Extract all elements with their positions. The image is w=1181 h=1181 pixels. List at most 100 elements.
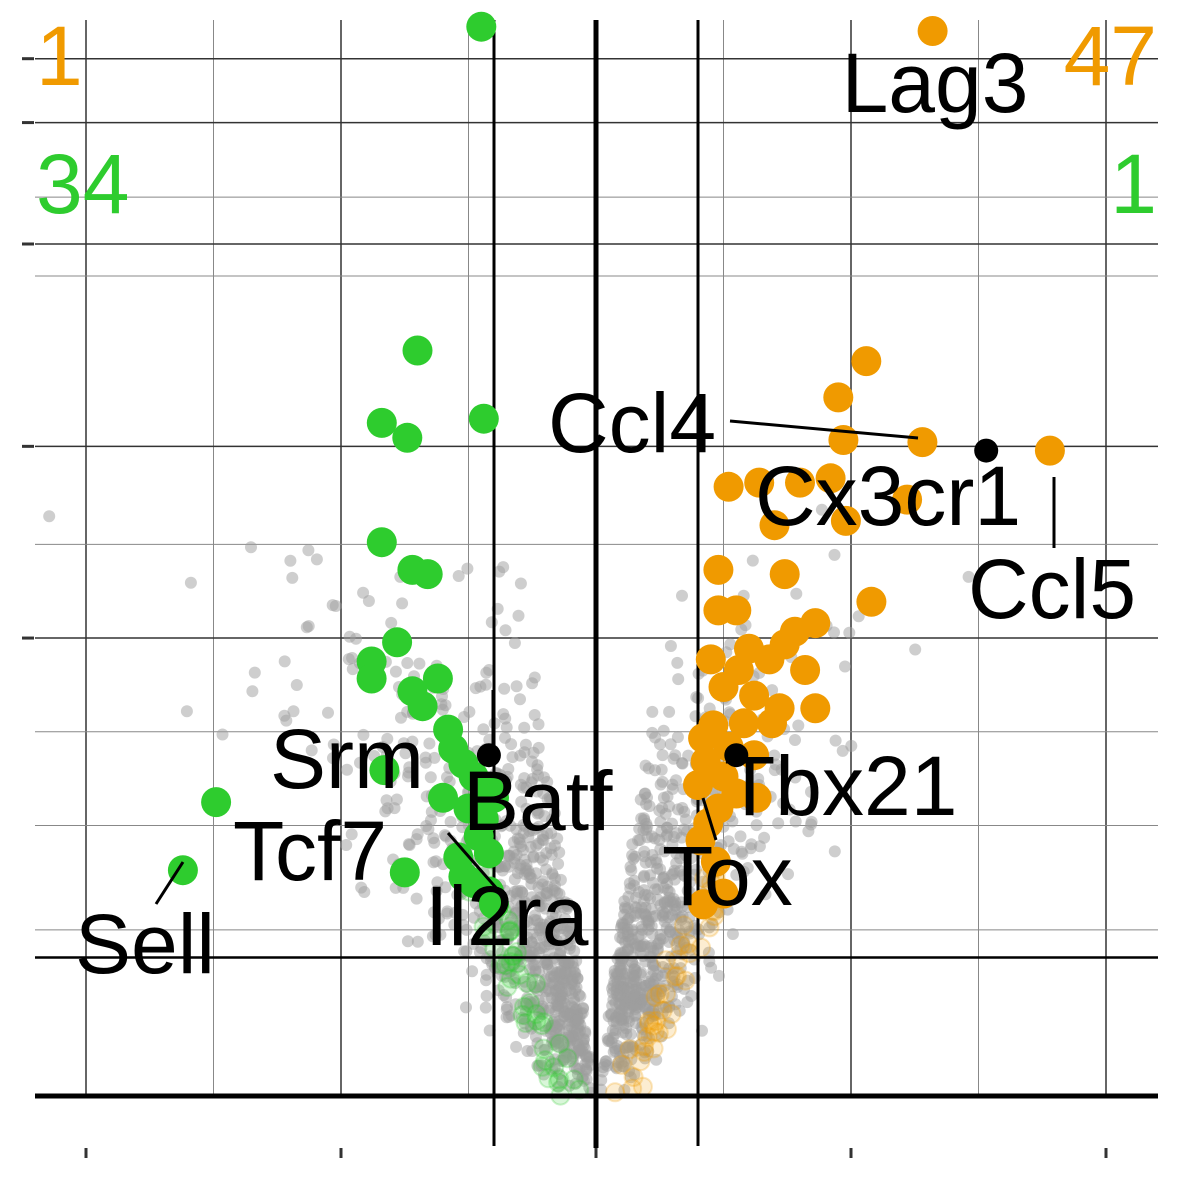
faint-sig-point — [512, 1005, 533, 1025]
nonsig-point — [670, 857, 683, 870]
nonsig-point — [766, 684, 779, 697]
nonsig-point — [545, 827, 558, 840]
nonsig-point — [541, 776, 554, 788]
nonsig-point — [651, 862, 664, 875]
up-point — [1034, 435, 1065, 466]
nonsig-point — [702, 946, 715, 959]
up-point — [815, 463, 846, 494]
nonsig-point — [411, 935, 424, 948]
nonsig-point — [540, 863, 553, 876]
faint-sig-point — [673, 915, 694, 936]
nonsig-point — [514, 749, 527, 762]
nonsig-point — [505, 738, 518, 751]
nonsig-point — [547, 1038, 560, 1051]
up-point — [917, 16, 948, 46]
nonsig-point — [656, 749, 669, 762]
nonsig-point — [526, 1045, 539, 1057]
nonsig-point — [444, 815, 457, 828]
nonsig-point — [461, 562, 474, 575]
nonsig-point — [652, 937, 665, 950]
nonsig-point — [577, 1074, 590, 1087]
nonsig-point — [553, 1068, 566, 1080]
nonsig-point — [532, 820, 545, 833]
nonsig-point — [734, 830, 747, 843]
up-point — [728, 708, 759, 739]
nonsig-point — [627, 978, 640, 990]
nonsig-point — [322, 706, 334, 719]
nonsig-point — [536, 878, 549, 891]
faint-sig-point — [646, 1011, 667, 1031]
faint-sig-point — [639, 1010, 660, 1031]
nonsig-point — [909, 643, 922, 656]
nonsig-point — [639, 901, 652, 914]
down-point — [392, 422, 423, 453]
nonsig-point — [675, 913, 688, 926]
nonsig-point — [514, 577, 527, 590]
faint-sig-point — [498, 910, 519, 931]
nonsig-point — [500, 1011, 513, 1024]
nonsig-point — [759, 888, 772, 901]
up-point — [800, 693, 831, 724]
gene-label-texts: Lag3 Ccl4 Cx3cr1 Ccl5 Tbx21 Tox Batf Srm… — [75, 36, 1136, 991]
nonsig-point — [439, 699, 452, 712]
faint-sig-point — [557, 1048, 578, 1069]
nonsig-point — [497, 920, 510, 933]
nonsig-point — [777, 797, 790, 810]
nonsig-point — [741, 862, 754, 874]
nonsig-point — [346, 652, 359, 664]
nonsig-point — [628, 874, 641, 887]
nonsig-point — [531, 785, 543, 798]
nonsig-point — [531, 807, 544, 820]
threshold-lines — [35, 20, 1158, 1148]
down-point — [428, 782, 458, 813]
nonsig-point — [245, 541, 257, 554]
nonsig-point — [554, 967, 567, 980]
nonsig-point — [676, 589, 688, 602]
nonsig-point — [469, 682, 482, 695]
faint-sig-point — [477, 926, 498, 947]
nonsig-point — [962, 570, 975, 583]
nonsig-point — [533, 924, 546, 937]
nonsig-point — [466, 965, 479, 978]
nonsig-point — [302, 620, 315, 633]
nonsig-point — [510, 680, 523, 693]
nonsig-point — [758, 831, 771, 844]
nonsig-point — [667, 962, 680, 975]
nonsig-point — [530, 839, 543, 852]
nonsig-point — [526, 677, 539, 690]
nonsig-point — [745, 838, 758, 851]
nonsig-point — [280, 714, 293, 727]
nonsig-point — [752, 772, 765, 785]
up-point — [851, 346, 882, 377]
nonsig-point — [403, 761, 416, 774]
connector-il2ra — [446, 832, 500, 891]
nonsig-point — [577, 1002, 589, 1014]
nonsig-point — [460, 1001, 472, 1014]
nonsig-point — [556, 1055, 569, 1067]
nonsig-point — [406, 735, 419, 748]
nonsig-point — [500, 933, 513, 946]
nonsig-point — [354, 756, 366, 769]
nonsig-point — [518, 1013, 531, 1026]
nonsig-point — [310, 553, 323, 566]
nonsig-point — [390, 793, 403, 806]
significant-points — [167, 11, 1065, 920]
nonsig-point — [839, 660, 851, 673]
faint-sig-point — [691, 937, 712, 958]
faint-sig-point — [532, 1056, 553, 1077]
nonsig-point — [746, 554, 759, 567]
up-point — [741, 782, 772, 813]
nonsig-point — [609, 997, 622, 1010]
nonsig-point — [517, 818, 530, 831]
nonsig-point — [664, 640, 677, 652]
up-point — [721, 595, 752, 626]
nonsig-point — [380, 794, 393, 807]
nonsig-point — [511, 832, 524, 845]
faint-sig-point — [644, 1021, 665, 1042]
nonsig-point — [554, 922, 567, 935]
nonsig-point — [815, 503, 828, 516]
up-point — [830, 505, 861, 536]
nonsig-point — [524, 1001, 536, 1014]
nonsig-point — [431, 876, 444, 889]
nonsig-point — [413, 657, 426, 670]
